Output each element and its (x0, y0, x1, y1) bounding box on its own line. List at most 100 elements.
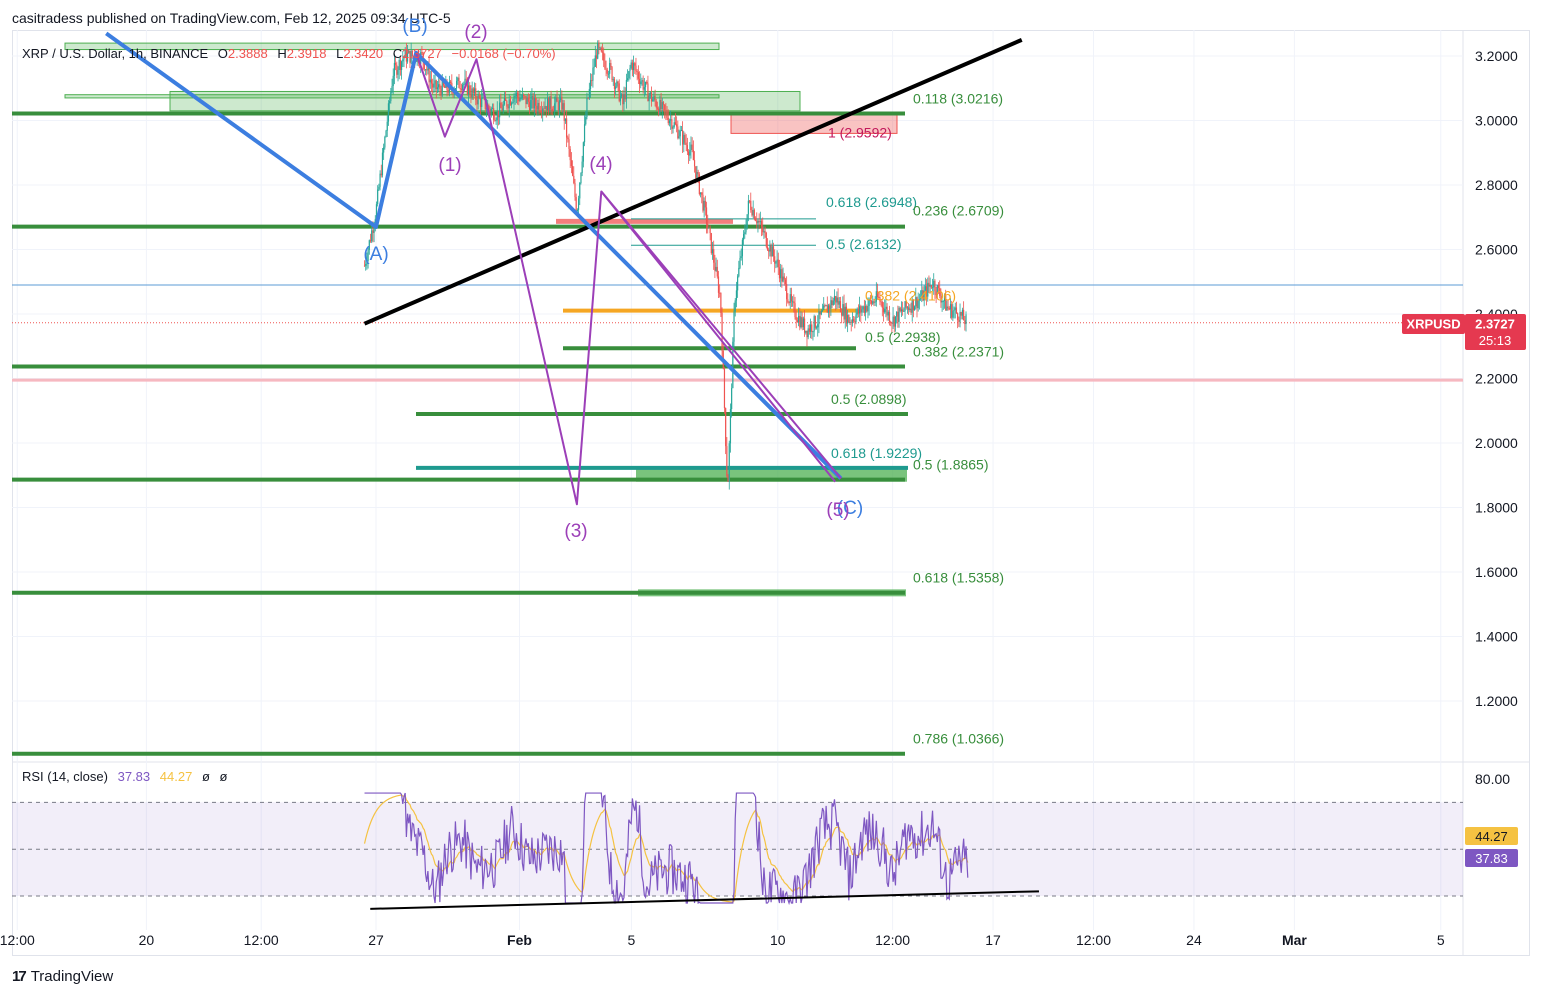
candle-body (849, 322, 851, 323)
wave-label: (5) (826, 500, 849, 521)
candle-body (585, 117, 587, 125)
candle-body (836, 297, 838, 303)
fib-level-label: 0.5 (2.6132) (826, 236, 902, 252)
candle-body (466, 79, 468, 95)
candle-body (876, 291, 879, 297)
candle-body (490, 108, 492, 112)
candle-body (564, 118, 567, 121)
candle-body (365, 264, 367, 266)
candle-body (711, 249, 714, 254)
candle-body (803, 318, 806, 333)
candle-body (391, 86, 393, 93)
candle-body (856, 308, 858, 315)
candle-body (479, 98, 482, 107)
candle-body (934, 280, 936, 292)
candle-body (770, 245, 772, 257)
candle-body (940, 295, 942, 303)
fib-level-label: 0.618 (1.9229) (831, 445, 922, 461)
candle-body (435, 80, 437, 90)
legend-low-value: 2.3420 (343, 46, 383, 61)
candle-body (789, 294, 791, 303)
candle-body (854, 321, 856, 323)
candle-body (366, 260, 368, 265)
candle-body (912, 299, 915, 311)
wave-label: (B) (402, 16, 427, 37)
candle-body (818, 311, 820, 325)
candle-body (410, 50, 412, 63)
candle-body (784, 279, 787, 285)
candle-body (881, 301, 883, 308)
price-tick-label: 2.0000 (1475, 435, 1518, 451)
price-tick-label: 1.2000 (1475, 693, 1518, 709)
candle-body (363, 265, 366, 267)
candle-body (941, 301, 943, 303)
candle-body (725, 408, 727, 447)
candle-body (472, 88, 474, 94)
candle-body (682, 130, 684, 145)
candle-body (963, 309, 965, 321)
candle-body (826, 305, 828, 313)
candle-body (621, 94, 623, 97)
candle-body (638, 78, 641, 85)
candle-body (404, 49, 406, 58)
candle-body (655, 101, 657, 108)
candle-body (705, 207, 708, 224)
candle-body (575, 197, 577, 212)
candle-body (710, 233, 712, 254)
candle-body (812, 331, 814, 333)
supply-zone (64, 42, 720, 51)
fib-level-label: 0.382 (2.4106) (865, 288, 956, 304)
candle-body (793, 301, 795, 304)
candle-body (459, 88, 461, 89)
candle-body (958, 320, 960, 322)
fib-level-label: 1 (2.9592) (828, 125, 892, 141)
candle-body (624, 94, 626, 100)
brand-label: TradingView (30, 968, 114, 985)
time-tick-label: Mar (1282, 932, 1307, 948)
time-tick-label: 12:00 (1076, 932, 1111, 948)
candle-body (960, 311, 962, 316)
legend-open-value: 2.3888 (228, 46, 268, 61)
candle-body (551, 108, 553, 111)
time-tick-label: 17 (985, 932, 1001, 948)
candle-body (375, 204, 378, 220)
candle-body (586, 97, 588, 118)
candle-body (545, 106, 547, 111)
price-tick-label: 3.2000 (1475, 48, 1518, 64)
candle-body (660, 99, 662, 110)
fib-level-label: 0.382 (2.2371) (913, 344, 1004, 360)
candle-body (855, 314, 857, 322)
candle-body (764, 231, 766, 233)
candle-body (719, 292, 721, 294)
candle-body (800, 317, 802, 328)
candle-body (919, 298, 922, 300)
candle-body (464, 78, 466, 84)
candle-body (738, 267, 740, 277)
candle-body (795, 317, 797, 321)
candle-body (949, 304, 952, 310)
candle-body (563, 103, 565, 121)
candle-body (880, 301, 882, 303)
candle-body (500, 102, 502, 109)
candle-body (665, 109, 667, 112)
horizontal-levels (12, 111, 1463, 756)
candle-body (757, 220, 759, 224)
candle-body (577, 198, 580, 210)
candle-body (601, 51, 604, 53)
candle-body (546, 98, 549, 111)
candle-body (378, 186, 380, 190)
candle-body (539, 110, 541, 112)
candle-body (643, 87, 645, 90)
candle-body (644, 81, 647, 88)
candle-body (778, 267, 781, 279)
candle-body (758, 220, 760, 223)
candle-body (587, 97, 589, 99)
candle-body (485, 108, 488, 110)
candle-body (904, 301, 906, 312)
candle-body (576, 209, 578, 212)
candle-body (929, 285, 931, 287)
candle-body (780, 269, 782, 279)
tradingview-logo[interactable]: 17 TradingView (12, 968, 113, 985)
candle-body (739, 257, 741, 268)
